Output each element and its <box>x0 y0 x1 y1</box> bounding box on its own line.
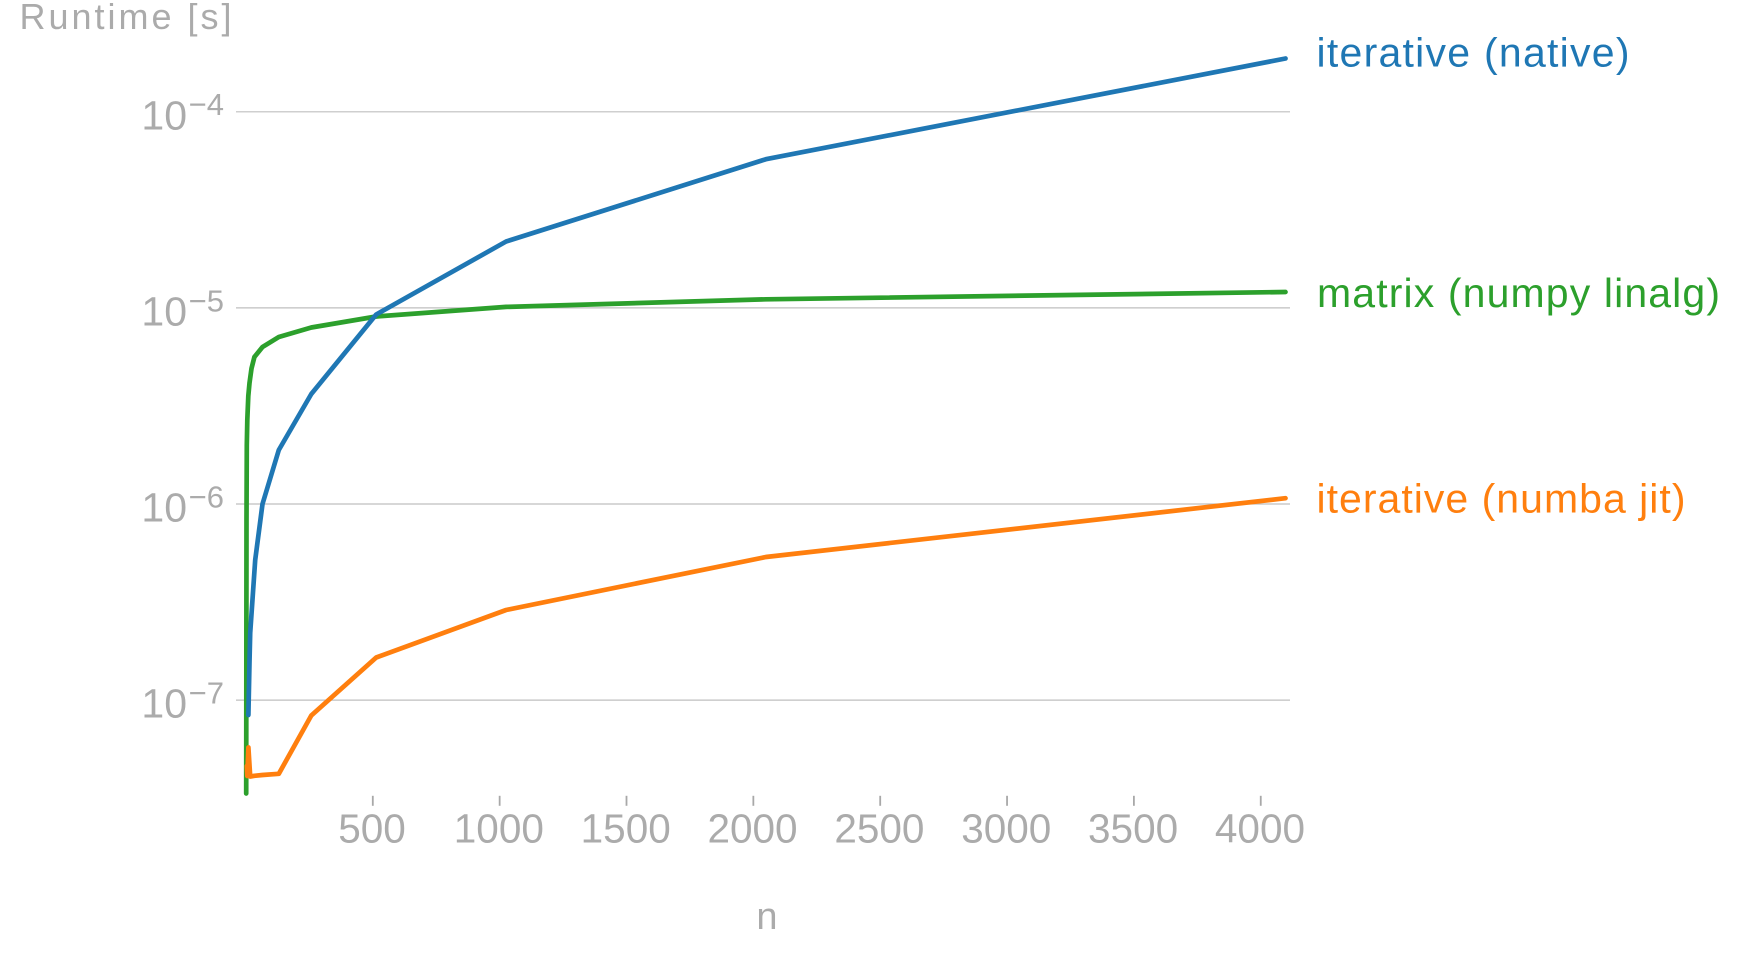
svg-text:matrix (numpy linalg): matrix (numpy linalg) <box>1317 270 1720 316</box>
svg-text:2000: 2000 <box>707 806 797 852</box>
svg-text:−5: −5 <box>189 283 224 318</box>
svg-text:3500: 3500 <box>1088 806 1178 852</box>
svg-text:3000: 3000 <box>961 806 1051 852</box>
svg-text:n: n <box>756 896 777 938</box>
svg-text:10: 10 <box>141 681 187 727</box>
svg-text:2500: 2500 <box>834 806 924 852</box>
svg-text:10: 10 <box>141 485 187 531</box>
svg-text:10: 10 <box>141 289 187 335</box>
svg-text:4000: 4000 <box>1215 806 1305 852</box>
svg-text:Runtime [s]: Runtime [s] <box>20 0 232 37</box>
svg-text:−7: −7 <box>189 676 224 711</box>
svg-text:1000: 1000 <box>454 806 544 852</box>
svg-text:iterative (numba jit): iterative (numba jit) <box>1317 476 1686 522</box>
svg-text:500: 500 <box>338 806 406 852</box>
svg-text:−6: −6 <box>189 479 224 514</box>
svg-text:iterative (native): iterative (native) <box>1317 29 1630 75</box>
svg-text:−4: −4 <box>189 87 224 122</box>
svg-text:1500: 1500 <box>581 806 671 852</box>
svg-text:10: 10 <box>141 92 187 138</box>
